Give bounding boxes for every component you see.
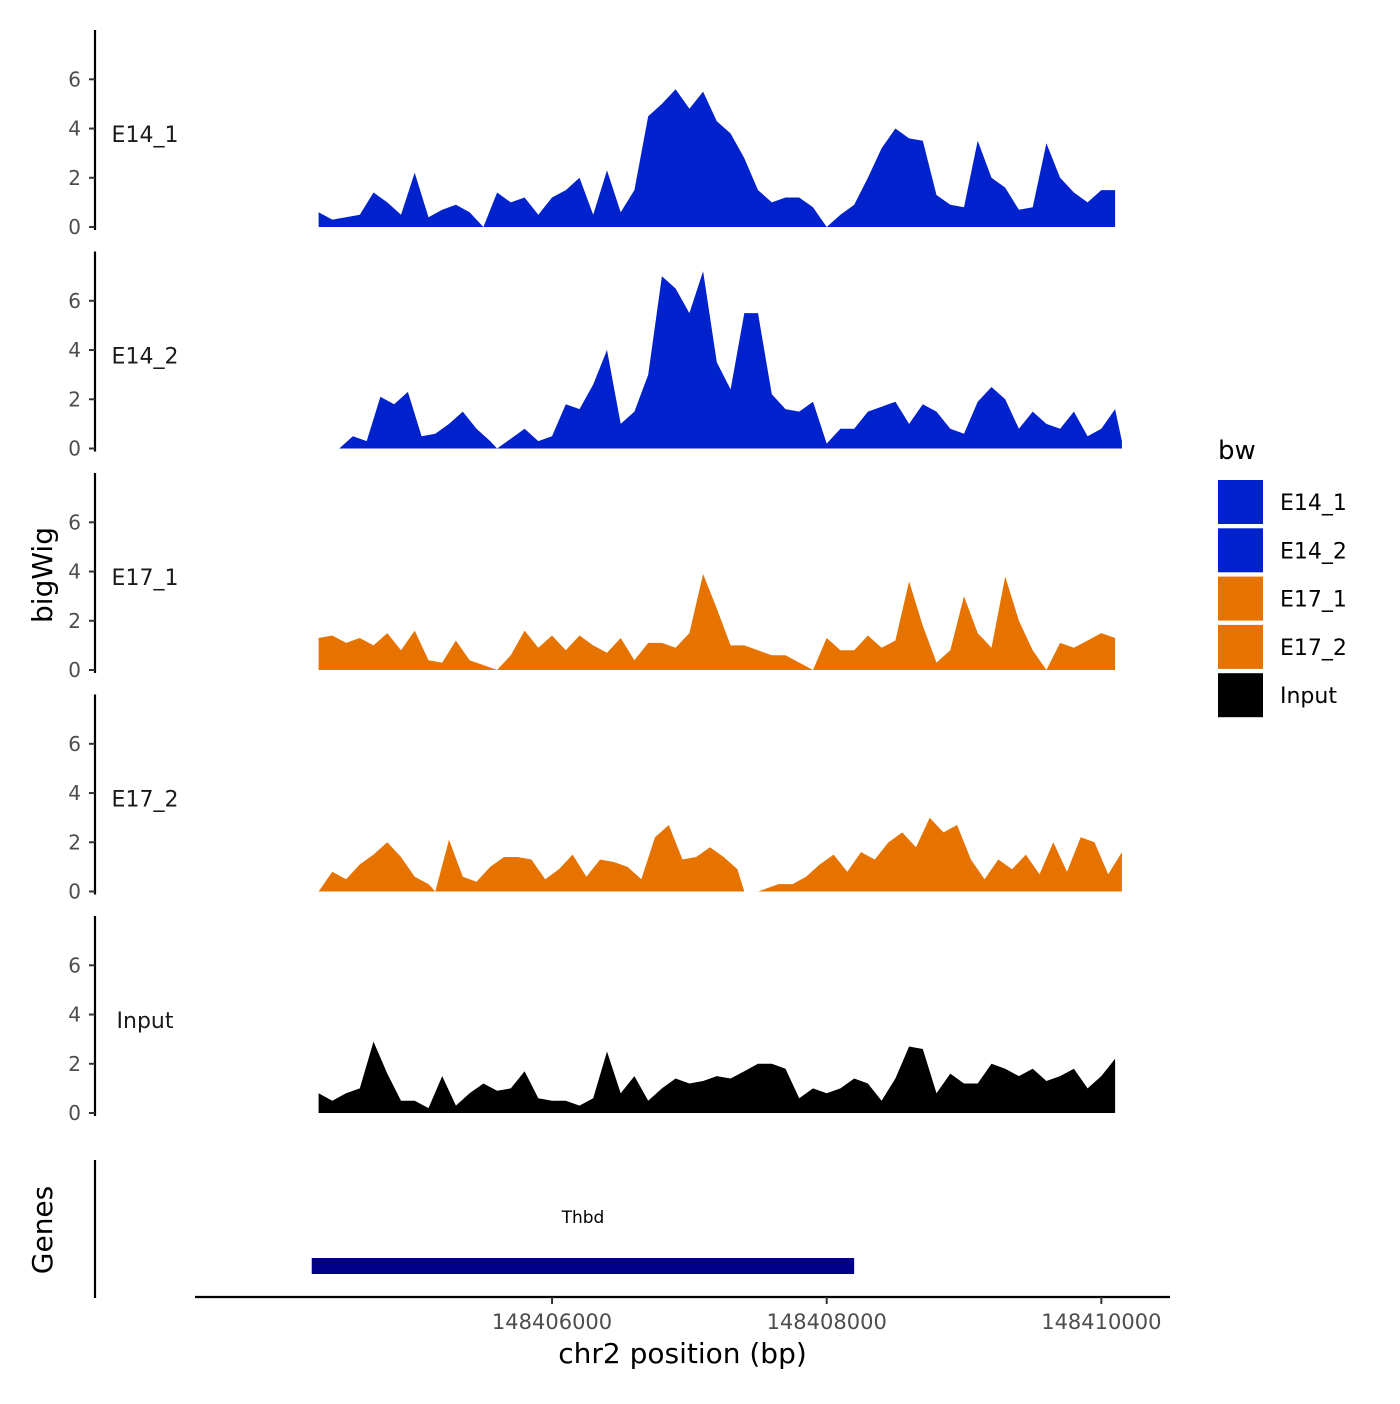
legend-swatch <box>1218 624 1263 669</box>
y-tick-label: 4 <box>68 1003 81 1027</box>
y-tick-label: 6 <box>68 732 81 756</box>
genes-panel: Genes Thbd <box>26 1160 855 1298</box>
area-E14_2 <box>339 271 1122 449</box>
x-tick-label: 148408000 <box>767 1310 887 1334</box>
legend-swatch <box>1218 673 1263 718</box>
y-tick-label: 2 <box>68 387 81 411</box>
gene-Thbd <box>311 1258 855 1274</box>
track-label: E14_2 <box>112 345 179 370</box>
x-axis: 148406000 148408000 148410000 chr2 positio… <box>195 1295 1170 1370</box>
legend-item: E14_1 <box>1218 480 1347 524</box>
legend-swatch <box>1218 480 1263 524</box>
area-E14_1 <box>318 89 1116 227</box>
track-label: E14_1 <box>112 123 179 148</box>
y-tick-label: 2 <box>68 1052 81 1076</box>
y-tick-label: 0 <box>68 215 81 239</box>
track-E14_2: 0 2 4 6 E14_2 <box>68 251 1122 461</box>
y-tick-label: 0 <box>68 437 81 461</box>
track-Input: 0 2 4 6 Input <box>68 916 1116 1125</box>
legend-item: Input <box>1218 673 1337 718</box>
y-tick-label: 4 <box>68 781 81 805</box>
track-E17_2: 0 2 4 6 E17_2 <box>68 694 1122 904</box>
y-tick-label: 2 <box>68 166 81 190</box>
y-tick-label: 2 <box>68 830 81 854</box>
genes-layer: Thbd <box>311 1208 855 1274</box>
legend-swatch <box>1218 528 1263 573</box>
legend-item: E17_1 <box>1218 576 1347 621</box>
legend-label: Input <box>1280 684 1337 709</box>
track-label: E17_1 <box>112 566 179 591</box>
y-tick-label: 4 <box>68 560 81 584</box>
legend-label: E14_1 <box>1280 491 1347 516</box>
y-tick-label: 4 <box>68 117 81 141</box>
y-tick-label: 0 <box>68 880 81 904</box>
gene-label: Thbd <box>561 1208 605 1228</box>
area-Input <box>318 1041 1116 1113</box>
legend-label: E17_2 <box>1280 636 1347 661</box>
y-tick-label: 6 <box>68 953 81 977</box>
genes-label: Genes <box>26 1186 59 1274</box>
legend-title: bw <box>1218 436 1256 466</box>
track-label: E17_2 <box>112 788 179 813</box>
area-E17_1 <box>318 574 1116 670</box>
y-tick-label: 0 <box>68 1101 81 1125</box>
legend-label: E14_2 <box>1280 539 1347 564</box>
y-tick-label: 0 <box>68 658 81 682</box>
tracks-layer: 0 2 4 6 E14_1 0 2 4 6 E14_2 0 2 4 6 E17_1 0 2 4 6 E17_2 0 2 4 6… <box>68 30 1122 1125</box>
legend-label: E17_1 <box>1280 588 1347 613</box>
track-E14_1: 0 2 4 6 E14_1 <box>68 30 1116 239</box>
track-E17_1: 0 2 4 6 E17_1 <box>68 473 1116 682</box>
legend-items: E14_1 E14_2 E17_1 E17_2 Input <box>1218 480 1347 718</box>
legend-item: E17_2 <box>1218 624 1347 669</box>
track-label: Input <box>117 1009 174 1034</box>
y-tick-label: 6 <box>68 510 81 534</box>
legend: bw E14_1 E14_2 E17_1 E17_2 Input <box>1218 436 1347 718</box>
x-tick-label: 148406000 <box>492 1310 612 1334</box>
x-axis-title: chr2 position (bp) <box>558 1337 807 1370</box>
y-tick-label: 4 <box>68 338 81 362</box>
legend-item: E14_2 <box>1218 528 1347 573</box>
y-tick-label: 6 <box>68 289 81 313</box>
y-axis-title: bigWig <box>26 527 59 623</box>
x-ticks: 148406000 148408000 148410000 <box>492 1297 1161 1334</box>
y-tick-label: 6 <box>68 67 81 91</box>
y-tick-label: 2 <box>68 609 81 633</box>
legend-swatch <box>1218 576 1263 621</box>
area-E17_2 <box>318 817 1122 892</box>
x-tick-label: 148410000 <box>1041 1310 1161 1334</box>
